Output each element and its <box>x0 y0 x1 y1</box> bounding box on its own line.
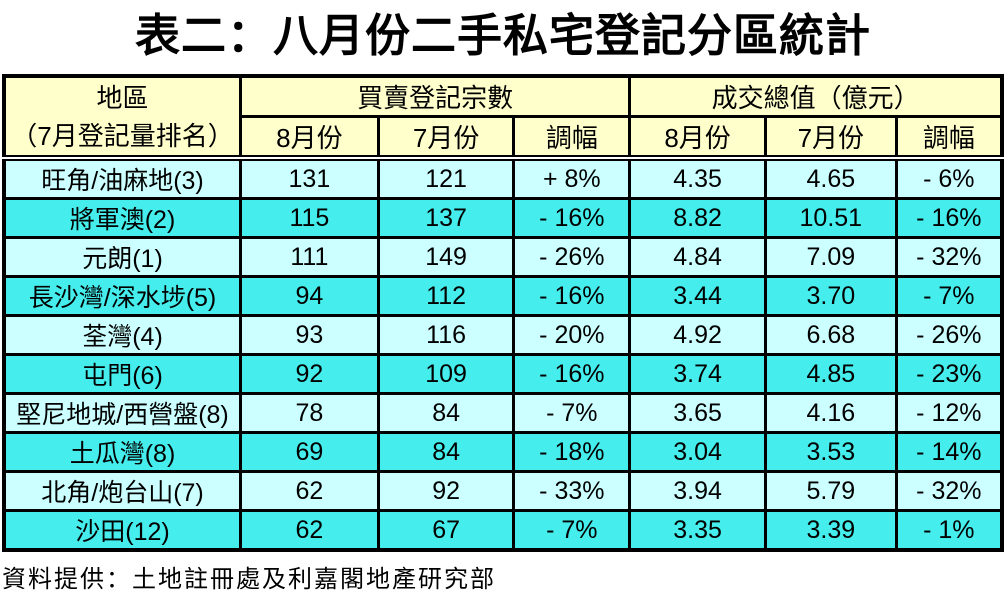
value-cell: - 16% <box>512 353 632 395</box>
value-cell: 3.94 <box>628 470 767 512</box>
value-cell: - 12% <box>894 392 1004 434</box>
sub-header-reg-0: 8月份 <box>239 115 380 161</box>
value-cell: 92 <box>239 353 380 395</box>
group-header-row: 地區 （7月登記量排名） 買賣登記宗數 成交總值（億元） <box>2 74 1004 161</box>
value-cell: 84 <box>376 431 516 473</box>
table-row: 沙田(12) 62 67- 7% 3.35 3.39- 1% <box>2 509 1004 552</box>
table-row: 荃灣(4) 93 116- 20% 4.92 6.68- 26% <box>2 314 1004 356</box>
table-row: 土瓜灣(8) 69 84- 18% 3.04 3.53- 14% <box>2 431 1004 473</box>
value-cell: - 33% <box>512 470 632 512</box>
value-cell: 8.82 <box>628 197 767 239</box>
value-cell: 115 <box>239 197 380 239</box>
value-cell: 4.65 <box>763 156 898 200</box>
value-cell: 4.84 <box>628 236 767 278</box>
sub-header-reg-2: 調幅 <box>512 115 632 161</box>
value-cell: 3.04 <box>628 431 767 473</box>
value-cell: 4.35 <box>628 156 767 200</box>
district-cell: 屯門(6) <box>2 353 243 395</box>
value-cell: 69 <box>239 431 380 473</box>
value-cell: 111 <box>239 236 380 278</box>
data-source-note: 資料提供：土地註冊處及利嘉閣地產研究部 <box>2 566 496 593</box>
value-cell: 92 <box>376 470 516 512</box>
table-row: 堅尼地城/西營盤(8) 78 84- 7% 3.65 4.16- 12% <box>2 392 1004 434</box>
value-cell: 4.16 <box>763 392 898 434</box>
value-cell: - 7% <box>512 392 632 434</box>
district-cell: 元朗(1) <box>2 236 243 278</box>
value-cell: 4.85 <box>763 353 898 395</box>
value-cell: 93 <box>239 314 380 356</box>
value-cell: 109 <box>376 353 516 395</box>
value-cell: - 16% <box>512 197 632 239</box>
value-cell: - 1% <box>894 509 1004 552</box>
district-cell: 土瓜灣(8) <box>2 431 243 473</box>
value-cell: 149 <box>376 236 516 278</box>
value-cell: 5.79 <box>763 470 898 512</box>
district-column-header: 地區 （7月登記量排名） <box>2 74 243 161</box>
value-cell: 3.44 <box>628 275 767 317</box>
sub-header-row: 8月份 7月份 調幅 8月份 7月份 調幅 <box>4 115 1004 161</box>
value-cell: - 6% <box>894 156 1004 200</box>
table-body: 旺角/油麻地(3) 131 121 + 8% 4.35 4.65- 6% 將軍澳(2) 115… <box>2 156 1004 552</box>
table-row: 將軍澳(2) 115 137- 16% 8.82 10.51- 16% <box>2 197 1004 239</box>
table-row: 元朗(1) 111 149- 26% 4.84 7.09- 32% <box>2 236 1004 278</box>
value-cell: 137 <box>376 197 516 239</box>
value-cell: 78 <box>239 392 380 434</box>
district-cell: 旺角/油麻地(3) <box>2 156 243 200</box>
value-cell: 131 <box>239 156 380 200</box>
value-cell: - 26% <box>512 236 632 278</box>
value-cell: 4.92 <box>628 314 767 356</box>
registrations-group-header: 買賣登記宗數 <box>239 74 632 118</box>
value-cell: 116 <box>376 314 516 356</box>
value-cell: - 32% <box>894 236 1004 278</box>
value-cell: - 18% <box>512 431 632 473</box>
value-cell: 10.51 <box>763 197 898 239</box>
district-cell: 長沙灣/深水埗(5) <box>2 275 243 317</box>
sub-header-val-1: 7月份 <box>763 115 898 161</box>
sub-header-val-0: 8月份 <box>628 115 767 161</box>
value-cell: 62 <box>239 470 380 512</box>
page-title: 表二：八月份二手私宅登記分區統計 <box>134 10 871 61</box>
table-row: 長沙灣/深水埗(5) 94 112- 16% 3.44 3.70- 7% <box>2 275 1004 317</box>
value-cell: 3.53 <box>763 431 898 473</box>
value-cell: 112 <box>376 275 516 317</box>
district-cell: 北角/炮台山(7) <box>2 470 243 512</box>
district-cell: 將軍澳(2) <box>2 197 243 239</box>
value-cell: - 16% <box>894 197 1004 239</box>
value-cell: 7.09 <box>763 236 898 278</box>
value-cell: - 16% <box>512 275 632 317</box>
value-cell: 62 <box>239 509 380 552</box>
district-cell: 堅尼地城/西營盤(8) <box>2 392 243 434</box>
sub-header-reg-1: 7月份 <box>376 115 516 161</box>
table-header: 地區 （7月登記量排名） 買賣登記宗數 成交總值（億元） 8月份 7月份 調幅 8月份… <box>2 74 1004 161</box>
value-cell: + 8% <box>512 156 632 200</box>
table-row: 旺角/油麻地(3) 131 121 + 8% 4.35 4.65- 6% <box>2 156 1004 200</box>
value-cell: - 23% <box>894 353 1004 395</box>
value-cell: - 32% <box>894 470 1004 512</box>
value-cell: 94 <box>239 275 380 317</box>
value-cell: 3.65 <box>628 392 767 434</box>
district-stats-table: 地區 （7月登記量排名） 買賣登記宗數 成交總值（億元） 8月份 7月份 調幅 8月份… <box>2 74 1004 552</box>
district-cell: 荃灣(4) <box>2 314 243 356</box>
value-cell: 3.35 <box>628 509 767 552</box>
value-cell: - 26% <box>894 314 1004 356</box>
value-cell: 3.74 <box>628 353 767 395</box>
district-header-line2: （7月登記量排名） <box>11 120 234 151</box>
value-cell: - 20% <box>512 314 632 356</box>
value-cell: - 7% <box>512 509 632 552</box>
district-header-line1: 地區 <box>96 82 149 113</box>
district-cell: 沙田(12) <box>2 509 243 552</box>
table-row: 屯門(6) 92 109- 16% 3.74 4.85- 23% <box>2 353 1004 395</box>
value-cell: 67 <box>376 509 516 552</box>
value-cell: 6.68 <box>763 314 898 356</box>
value-cell: 3.39 <box>763 509 898 552</box>
value-cell: 3.70 <box>763 275 898 317</box>
table-row: 北角/炮台山(7) 62 92- 33% 3.94 5.79- 32% <box>2 470 1004 512</box>
total-value-group-header: 成交總值（億元） <box>628 74 1004 118</box>
value-cell: 84 <box>376 392 516 434</box>
value-cell: 121 <box>376 156 516 200</box>
value-cell: - 14% <box>894 431 1004 473</box>
value-cell: - 7% <box>894 275 1004 317</box>
sub-header-val-2: 調幅 <box>894 115 1004 161</box>
